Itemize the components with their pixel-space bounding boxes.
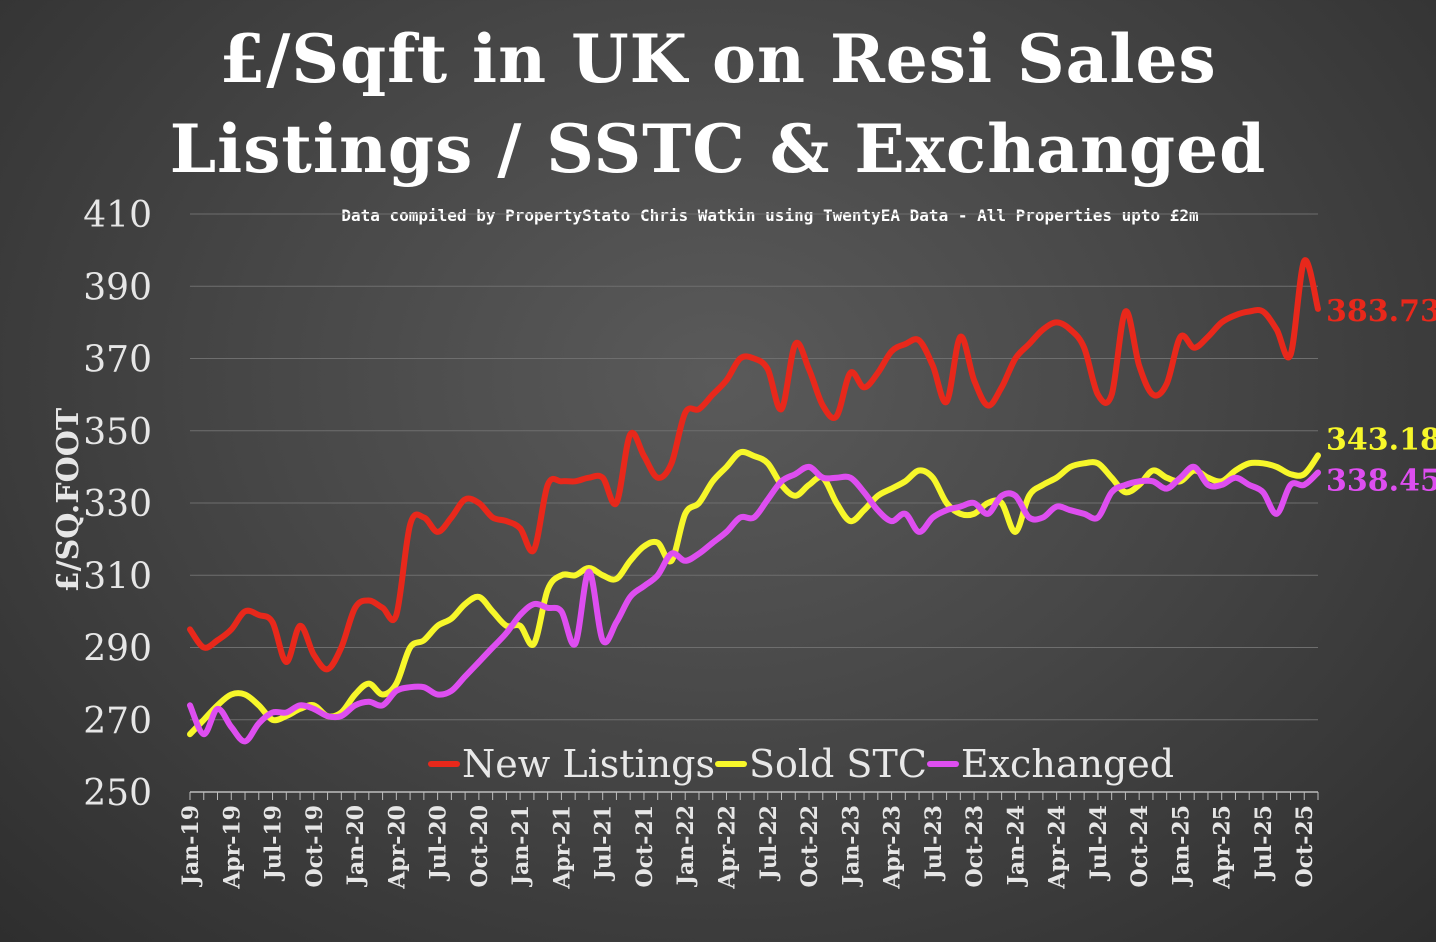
legend-item-sold-stc: Sold STC: [714, 742, 927, 786]
legend-item-new-listings: New Listings: [428, 742, 715, 786]
x-tick-label: Jul-19: [261, 805, 287, 882]
x-tick-label: Oct-23: [962, 805, 988, 887]
end-label-exchanged: 338.45: [1326, 463, 1436, 498]
legend-label-exchanged: Exchanged: [960, 742, 1175, 786]
legend-swatch-exchanged: [926, 761, 959, 767]
legend-swatch-sold-stc: [714, 761, 747, 767]
legend-item-exchanged: Exchanged: [926, 742, 1175, 786]
legend-swatch-new-listings: [428, 761, 460, 767]
y-tick-label: 410: [83, 195, 152, 236]
x-tick-label: Jul-22: [756, 805, 782, 882]
x-tick-label: Apr-22: [714, 805, 740, 890]
x-tick-label: Jan-24: [1003, 805, 1029, 887]
y-tick-label: 330: [83, 484, 152, 525]
series-line-exchanged: [187, 463, 1321, 745]
x-tick-label: Oct-21: [632, 805, 658, 887]
legend-label-new-listings: New Listings: [462, 742, 715, 786]
x-tick-label: Jul-20: [426, 805, 452, 882]
y-tick-label: 290: [83, 629, 152, 670]
series-line-new-listings: [187, 257, 1321, 673]
chart-title-line-2: Listings / SSTC & Exchanged: [169, 110, 1267, 188]
y-tick-label: 390: [83, 267, 152, 308]
x-tick-label: Apr-24: [1045, 805, 1071, 890]
x-tick-label: Oct-24: [1127, 805, 1153, 887]
y-tick-label: 250: [83, 773, 152, 814]
series-line-sold-stc: [187, 448, 1321, 738]
x-tick-label: Apr-19: [219, 805, 245, 890]
end-label-new-listings: 383.73: [1326, 294, 1436, 329]
x-tick-label: Jan-25: [1168, 805, 1194, 887]
y-tick-label: 310: [83, 556, 152, 597]
x-tick-label: Oct-25: [1292, 805, 1318, 887]
y-tick-label: 370: [83, 340, 152, 381]
x-tick-label: Apr-23: [880, 805, 906, 890]
x-tick-label: Oct-19: [302, 805, 328, 887]
x-tick-label: Jan-19: [178, 805, 204, 887]
y-tick-label: 270: [83, 701, 152, 742]
x-tick-label: Jul-21: [591, 805, 617, 882]
x-tick-label: Jan-22: [673, 805, 699, 887]
x-tick-label: Jul-25: [1251, 805, 1277, 882]
x-tick-label: Oct-20: [467, 805, 493, 887]
x-tick-label: Jan-21: [508, 805, 534, 887]
legend-label-sold-stc: Sold STC: [748, 742, 927, 786]
chart-title-line-1: £/Sqft in UK on Resi Sales: [219, 20, 1217, 98]
x-tick-label: Apr-20: [384, 805, 410, 890]
x-tick-label: Apr-25: [1210, 805, 1236, 890]
x-tick-label: Jul-23: [921, 805, 947, 882]
x-tick-label: Apr-21: [549, 805, 575, 890]
x-tick-label: Jan-20: [343, 805, 369, 887]
y-tick-label: 350: [83, 412, 152, 453]
x-tick-label: Oct-22: [797, 805, 823, 887]
x-tick-label: Jul-24: [1086, 805, 1112, 882]
x-tick-label: Jan-23: [838, 805, 864, 887]
chart-subtitle: Data compiled by PropertyStato Chris Wat…: [341, 206, 1199, 225]
y-axis-title: £/SQ.FOOT: [51, 407, 86, 592]
chart-legend: New Listings Sold STC Exchanged: [428, 742, 1174, 786]
end-label-sold-stc: 343.18: [1326, 422, 1436, 457]
